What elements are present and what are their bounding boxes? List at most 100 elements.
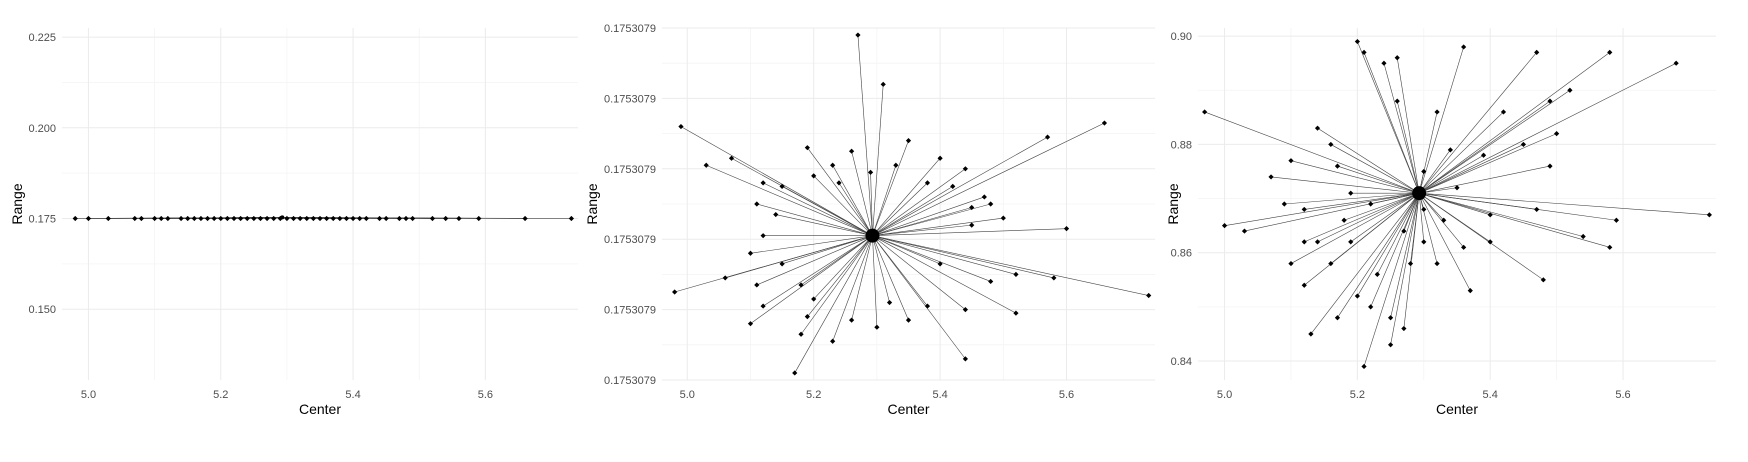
segment bbox=[832, 235, 873, 342]
x-tick-label: 5.6 bbox=[478, 389, 493, 401]
segment bbox=[872, 235, 966, 310]
data-point bbox=[867, 169, 874, 175]
data-point bbox=[1706, 212, 1712, 218]
data-point bbox=[191, 215, 197, 222]
data-point bbox=[290, 215, 297, 222]
segment bbox=[781, 186, 873, 236]
segment bbox=[1363, 52, 1420, 194]
segment bbox=[1419, 192, 1537, 210]
segment bbox=[1317, 192, 1420, 243]
data-point bbox=[429, 215, 436, 222]
x-tick-label: 5.2 bbox=[1350, 389, 1365, 401]
data-point bbox=[1368, 201, 1374, 207]
data-point bbox=[1288, 158, 1294, 164]
data-point bbox=[836, 180, 842, 186]
x-tick-label: 5.2 bbox=[806, 389, 821, 401]
x-axis-title: Center bbox=[299, 401, 341, 417]
segment bbox=[1419, 192, 1584, 237]
data-point bbox=[811, 296, 817, 302]
data-point bbox=[937, 155, 943, 161]
data-point bbox=[804, 145, 810, 151]
segment bbox=[872, 165, 897, 236]
data-point bbox=[204, 215, 211, 222]
data-point bbox=[277, 215, 283, 222]
segment bbox=[1370, 192, 1420, 205]
panel-middle: 5.0 5.2 5.4 5.6 0.1753079 0.1753079 0.1753079 0… bbox=[584, 23, 1155, 417]
x-tick-label: 5.4 bbox=[345, 389, 360, 401]
segment bbox=[1396, 101, 1420, 194]
data-point bbox=[1480, 152, 1487, 158]
data-point bbox=[1467, 288, 1473, 294]
segment bbox=[851, 235, 873, 321]
data-point bbox=[1051, 275, 1057, 281]
data-point bbox=[893, 162, 899, 168]
data-point bbox=[760, 303, 766, 309]
data-point bbox=[1607, 49, 1613, 55]
segment bbox=[807, 235, 873, 317]
data-point bbox=[1381, 60, 1387, 66]
segment bbox=[872, 140, 909, 236]
data-point bbox=[728, 155, 735, 161]
segment bbox=[1418, 111, 1504, 194]
segment bbox=[1390, 193, 1420, 318]
data-point bbox=[1461, 44, 1467, 50]
data-point bbox=[85, 215, 92, 222]
data-point bbox=[238, 215, 244, 222]
segment bbox=[1418, 193, 1471, 291]
data-point bbox=[383, 215, 389, 222]
segment bbox=[750, 235, 873, 254]
segment bbox=[872, 235, 941, 265]
segment bbox=[706, 165, 873, 236]
data-point bbox=[981, 194, 987, 200]
data-point bbox=[264, 215, 270, 222]
segment bbox=[1418, 90, 1571, 194]
data-point bbox=[158, 215, 164, 222]
data-point bbox=[178, 215, 184, 222]
data-point bbox=[1328, 141, 1334, 148]
data-point bbox=[1534, 206, 1540, 213]
data-point bbox=[1387, 342, 1394, 348]
segment bbox=[1418, 192, 1544, 281]
data-point bbox=[672, 289, 678, 295]
segment bbox=[851, 151, 873, 236]
segment bbox=[872, 168, 966, 236]
segment bbox=[800, 235, 873, 286]
data-point bbox=[1314, 239, 1321, 245]
segment bbox=[680, 126, 873, 236]
data-point bbox=[905, 317, 912, 323]
data-point bbox=[747, 250, 754, 256]
data-point bbox=[1288, 260, 1294, 267]
segment bbox=[1363, 193, 1420, 367]
data-point bbox=[350, 215, 356, 222]
data-point bbox=[798, 282, 804, 288]
segment bbox=[872, 228, 1067, 236]
segment bbox=[813, 235, 873, 300]
data-point bbox=[962, 166, 968, 172]
data-point bbox=[330, 215, 336, 222]
segment bbox=[800, 235, 873, 335]
data-point bbox=[1447, 147, 1453, 153]
segment bbox=[1344, 192, 1420, 221]
data-point bbox=[754, 201, 760, 207]
data-point bbox=[1334, 163, 1341, 169]
x-tick-label: 5.0 bbox=[680, 389, 695, 401]
data-point bbox=[138, 215, 144, 222]
segment bbox=[1383, 63, 1420, 194]
x-axis-title: Center bbox=[887, 401, 929, 417]
segment bbox=[1418, 100, 1551, 194]
data-point bbox=[905, 138, 912, 144]
y-tick-label: 0.175 bbox=[28, 214, 56, 226]
data-point bbox=[1000, 215, 1006, 221]
segment bbox=[1204, 111, 1420, 194]
data-point bbox=[198, 215, 204, 222]
data-point bbox=[1348, 239, 1354, 245]
data-point bbox=[1044, 134, 1051, 140]
data-point bbox=[1434, 109, 1440, 115]
center-point bbox=[280, 215, 285, 220]
segment bbox=[872, 235, 1149, 296]
data-point bbox=[792, 370, 798, 376]
center-point bbox=[1412, 186, 1427, 201]
segment bbox=[872, 235, 1017, 275]
segment bbox=[872, 235, 1017, 314]
